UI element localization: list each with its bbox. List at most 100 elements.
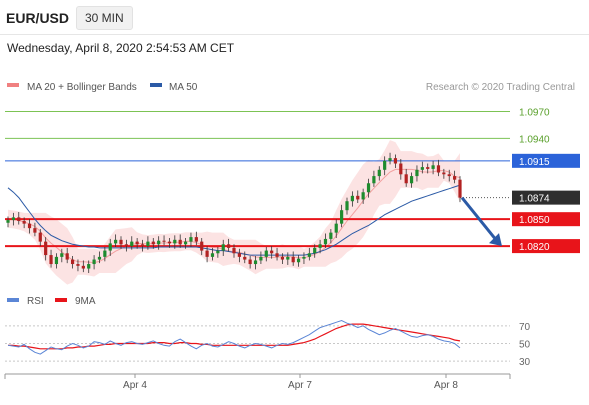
timestamp: Wednesday, April 8, 2020 2:54:53 AM CET (7, 41, 235, 55)
forecast-arrow-head (489, 233, 502, 247)
candle-body (76, 264, 80, 266)
rsi-line (7, 319, 461, 355)
candle-body (216, 250, 220, 254)
rsi-ma-legend-swatch (55, 298, 67, 302)
candle-body (431, 165, 435, 169)
candle-body (151, 241, 155, 245)
candle-body (162, 240, 166, 242)
ma20-legend-label: MA 20 + Bollinger Bands (27, 82, 137, 93)
rsi-level-label: 50 (519, 340, 531, 351)
candle-body (135, 241, 139, 245)
candle-body (296, 258, 301, 263)
candle-body (65, 253, 69, 260)
candle-body (361, 192, 365, 200)
rsi-ma-legend-label: 9MA (75, 296, 96, 307)
candle-body (366, 183, 371, 193)
candle-body (146, 241, 150, 247)
candle-body (329, 232, 333, 239)
candle-body (183, 241, 188, 245)
ma50-legend-swatch (150, 83, 162, 87)
candle-body (6, 220, 10, 223)
candle-body (302, 256, 306, 259)
candle-body (253, 260, 258, 265)
candle-body (140, 244, 145, 247)
candle-body (49, 255, 53, 265)
candle-body (264, 250, 268, 257)
candle-body (157, 240, 161, 245)
candle-body (286, 256, 290, 260)
candle-body (275, 253, 279, 257)
resistance-label: 1.0915 (519, 157, 550, 168)
candle-body (221, 244, 225, 251)
candle-body (44, 241, 48, 256)
target-label: 1.0940 (519, 134, 550, 145)
candle-body (356, 195, 360, 200)
rsi-legend-swatch (7, 298, 19, 302)
candle-body (340, 210, 344, 224)
candle-body (167, 241, 172, 244)
candle-body (97, 256, 102, 260)
candle-body (232, 247, 236, 254)
candle-body (388, 158, 392, 161)
candle-body (420, 167, 424, 170)
header: EUR/USD 30 MIN (0, 0, 589, 34)
candle-body (210, 253, 215, 257)
target-label: 1.0970 (519, 107, 550, 118)
candle-body (458, 179, 462, 198)
candle-body (307, 253, 311, 257)
candle-body (130, 241, 134, 247)
rsi-level-label: 30 (519, 357, 531, 368)
candle-body (399, 163, 403, 175)
candle-body (393, 158, 398, 164)
candle-body (259, 256, 263, 261)
candle-body (237, 253, 241, 257)
candle-body (194, 237, 198, 242)
copyright: Research © 2020 Trading Central (426, 82, 575, 93)
candle-body (60, 253, 64, 257)
resistance-tag (512, 153, 580, 168)
candle-body (442, 172, 446, 175)
candle-body (436, 165, 441, 173)
candle-body (372, 176, 376, 184)
support-label: 1.0850 (519, 215, 550, 226)
x-tick-label: Apr 4 (123, 380, 147, 391)
candle-body (87, 264, 91, 269)
rsi-level-label: 70 (519, 322, 531, 333)
bollinger-band (8, 140, 460, 285)
candle-body (70, 259, 75, 265)
candle-body (11, 217, 15, 221)
rsi-legend-label: RSI (27, 296, 44, 307)
candle-body (243, 256, 247, 260)
rsi-9ma-line (8, 323, 461, 350)
x-tick-label: Apr 8 (434, 380, 458, 391)
candle-body (409, 176, 414, 184)
candle-body (350, 195, 354, 202)
candle-body (205, 250, 209, 257)
candle-body (173, 239, 177, 244)
candle-body (92, 259, 96, 265)
candle-body (108, 243, 112, 251)
support-tag (512, 239, 580, 254)
candle-body (334, 223, 338, 233)
candle-body (248, 259, 252, 265)
candle-body (22, 220, 26, 224)
ma20-legend-swatch (7, 83, 19, 87)
candle-body (345, 201, 349, 211)
candle-body (313, 247, 317, 254)
support-tag (512, 212, 580, 227)
candle-body (200, 241, 204, 251)
candle-body (426, 167, 430, 169)
candle-body (54, 256, 59, 265)
symbol-title: EUR/USD (6, 10, 70, 26)
timeframe-badge[interactable]: 30 MIN (76, 6, 133, 30)
candle-body (114, 239, 118, 244)
current-price-tag (512, 190, 580, 205)
candle-body (318, 244, 322, 248)
candle-body (383, 160, 387, 170)
candle-body (227, 244, 231, 248)
candle-body (119, 239, 123, 245)
candle-body (291, 256, 295, 263)
candle-body (178, 239, 182, 245)
candle-body (270, 250, 274, 254)
